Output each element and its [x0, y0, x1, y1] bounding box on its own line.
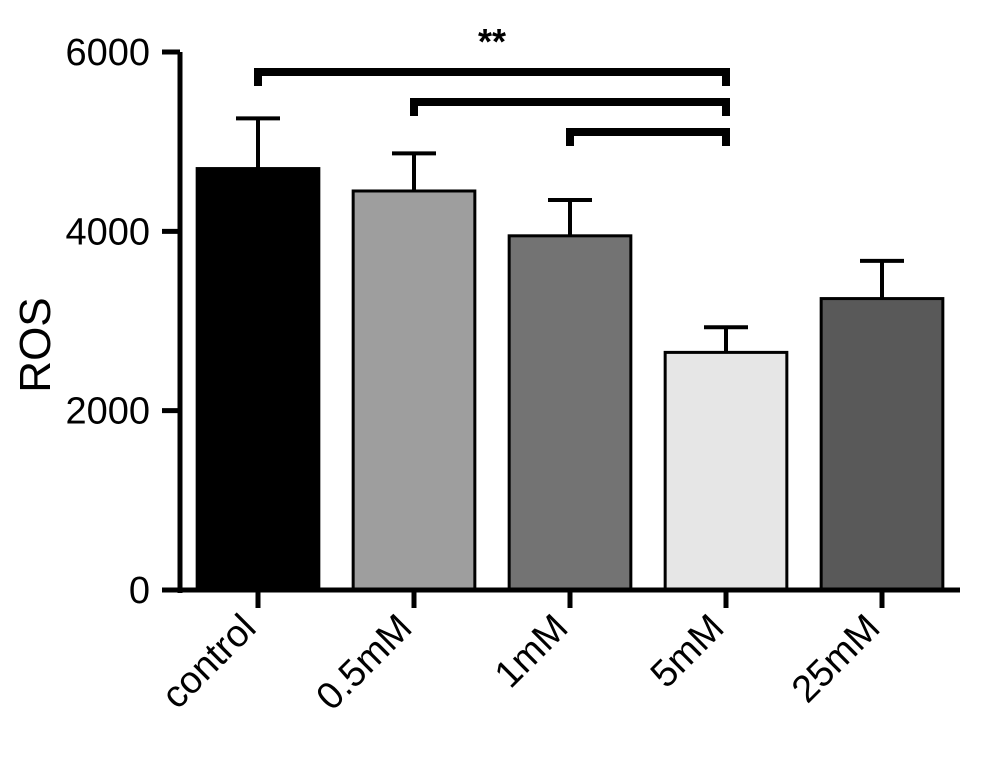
chart-svg: 0 2000 4000 6000 control 0.5mM 1mM 5mM 25mM **	[0, 0, 1000, 766]
bar	[197, 169, 319, 590]
bar	[821, 299, 943, 590]
bar	[353, 191, 475, 590]
x-tick-label: control	[154, 607, 264, 717]
bar	[509, 236, 631, 590]
x-tick-label: 25mM	[784, 607, 888, 711]
significance-label: **	[478, 21, 506, 62]
y-tick-label: 2000	[65, 391, 150, 433]
y-tick-label: 6000	[65, 32, 150, 74]
bar-chart: ROS 0 2000 4000 6000 control 0.5mM 1mM 5mM 25mM *…	[0, 0, 1000, 766]
bar	[665, 352, 787, 590]
x-tick-label: 0.5mM	[309, 607, 421, 719]
y-tick-label: 0	[129, 570, 150, 612]
x-tick-label: 5mM	[643, 607, 732, 696]
y-tick-label: 4000	[65, 211, 150, 253]
y-axis-label: ROS	[11, 265, 61, 425]
x-tick-label: 1mM	[487, 607, 576, 696]
